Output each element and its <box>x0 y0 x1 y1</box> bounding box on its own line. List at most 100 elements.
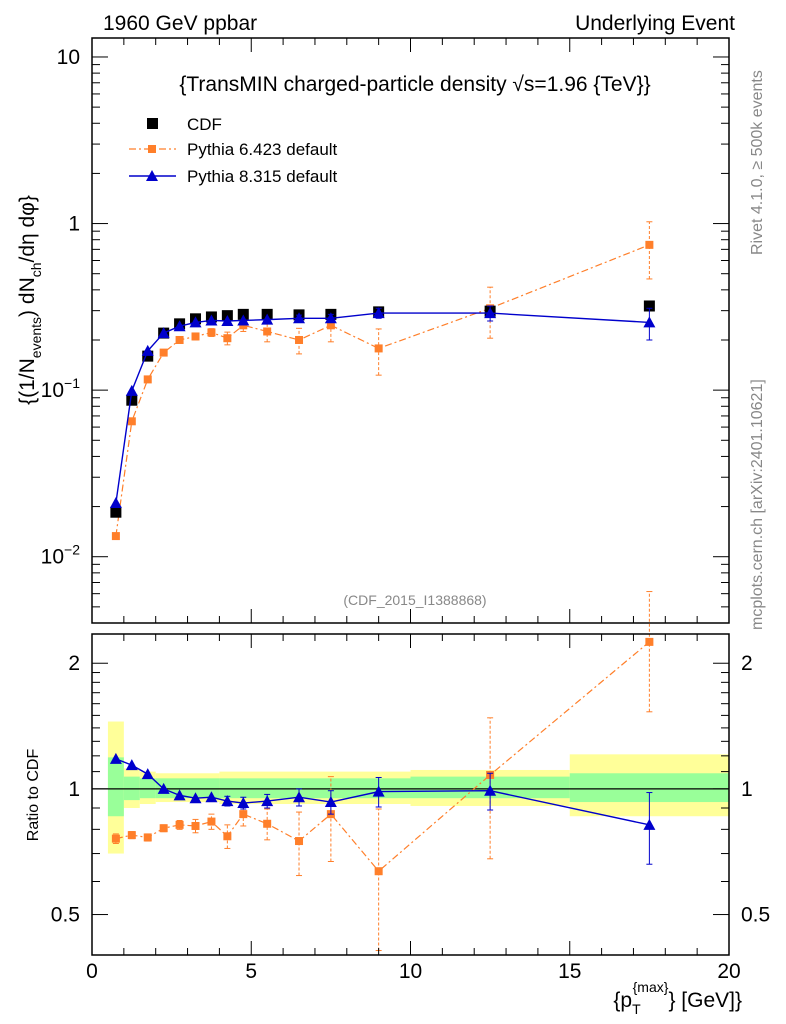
ratio-bands <box>92 721 729 854</box>
ratio-ytick-label-right: 2 <box>741 652 753 675</box>
xtick-label: 0 <box>86 960 98 983</box>
ratio-ytick-label-left: 1 <box>68 778 80 801</box>
ratio-p8-point <box>109 752 122 764</box>
ylabel-sub-events: events <box>28 317 44 358</box>
main-ytick-label: 10−1 <box>41 375 81 402</box>
main-ytick-labels: 10−2 10−1 1 10 <box>41 46 81 569</box>
p8-point <box>261 313 274 325</box>
main-ytick-label: 10 <box>57 46 80 69</box>
ratio-band-inner <box>219 778 411 799</box>
ratio-p8-point <box>643 818 656 830</box>
xlabel-sub-T: T <box>632 1001 641 1017</box>
ylabel-part-2: ) dN <box>16 277 39 317</box>
p8-point <box>293 312 306 324</box>
main-marks <box>109 221 656 541</box>
cdf-point <box>643 300 655 312</box>
ratio-p8-point <box>324 796 337 808</box>
ratio-p6-point <box>207 817 216 826</box>
legend-cdf-marker <box>147 118 158 129</box>
main-ytick-label-base: 10 <box>41 379 64 402</box>
p8-point <box>109 497 122 509</box>
xtick-label: 5 <box>245 960 257 983</box>
main-ytick-label: 1 <box>68 213 80 236</box>
main-ylabel: {(1/Nevents) dNch/dη dφ} <box>16 195 44 405</box>
p6-line <box>115 244 650 537</box>
xtick-labels: 0 5 10 15 20 <box>86 960 741 983</box>
p6-point <box>223 334 232 343</box>
p6-point <box>645 240 654 249</box>
cdf-point <box>110 506 122 518</box>
ratio-p8-point <box>157 782 170 794</box>
ratio-panel: 0.5 0.5 1 1 2 2 0 5 10 15 20 Ratio to CDF {pT {max… <box>25 591 770 1017</box>
main-ytick-label-base: 10 <box>41 546 64 569</box>
mcplots-credit: mcplots.cern.ch [arXiv:2401.10621] <box>749 379 766 630</box>
ylabel-sub-ch: ch <box>28 262 44 277</box>
p6-point <box>374 344 383 353</box>
legend-cdf-label: CDF <box>187 115 222 134</box>
ratio-p6-point <box>159 824 168 833</box>
legend: CDF Pythia 6.423 default Pythia 8.315 de… <box>129 115 338 186</box>
xlabel: {pT {max}} [GeV]} <box>613 979 742 1017</box>
p6-point <box>326 321 335 330</box>
ratio-p8-point <box>205 791 218 803</box>
xtick-label: 15 <box>558 960 581 983</box>
main-ticks <box>91 38 730 624</box>
ratio-p6-point <box>143 833 152 842</box>
ratio-p8-point <box>221 795 234 807</box>
main-ytick-label-base: 1 <box>68 213 80 236</box>
p8-point <box>173 320 186 332</box>
p6-point <box>159 348 168 357</box>
legend-p8-label: Pythia 8.315 default <box>187 167 338 186</box>
legend-p6-marker <box>148 145 156 153</box>
ratio-p6-point <box>645 637 654 646</box>
ratio-p6-point <box>127 831 136 840</box>
analysis-watermark: (CDF_2015_I1388868) <box>343 592 486 608</box>
xlabel-part-p: {p <box>613 989 632 1012</box>
ratio-ytick-label-right: 0.5 <box>741 904 770 927</box>
ratio-p6-point <box>175 820 184 829</box>
p6-point <box>191 332 200 341</box>
ratio-p6-point <box>191 821 200 830</box>
ratio-p8-point <box>372 785 385 797</box>
p8-point <box>125 384 138 396</box>
rivet-credit: Rivet 4.1.0, ≥ 500k events <box>749 70 766 255</box>
ratio-marks <box>109 591 656 952</box>
p6-point <box>295 335 304 344</box>
ratio-p6-point <box>223 832 232 841</box>
p6-point <box>143 375 152 384</box>
ratio-p8-point <box>261 795 274 807</box>
xtick-label: 10 <box>399 960 422 983</box>
ratio-band-inner <box>155 778 220 799</box>
cdf-point <box>142 350 154 362</box>
ratio-p8-point <box>125 759 138 771</box>
p8-point <box>205 314 218 326</box>
p8-point <box>189 316 202 328</box>
ratio-band-inner <box>107 757 124 817</box>
p6-point <box>111 532 120 541</box>
ylabel-part-1: {(1/N <box>16 358 39 405</box>
p8-point <box>324 312 337 324</box>
ratio-p8-point <box>484 784 497 796</box>
ratio-p6-point <box>239 810 248 819</box>
p6-point <box>127 417 136 426</box>
p8-point <box>643 316 656 328</box>
ratio-ylabel: Ratio to CDF <box>25 749 42 842</box>
ratio-p6-line <box>115 641 650 873</box>
cdf-point <box>126 394 138 406</box>
ratio-band-inner <box>139 778 156 799</box>
ylabel-part-3: /dη dφ} <box>16 195 39 262</box>
p8-point <box>237 314 250 326</box>
p6-point <box>263 327 272 336</box>
p8-point <box>484 307 497 319</box>
p6-point <box>207 328 216 337</box>
p8-point <box>157 327 170 339</box>
ratio-p6-point <box>295 837 304 846</box>
p8-point <box>372 307 385 319</box>
legend-p6-label: Pythia 6.423 default <box>187 140 338 159</box>
main-ytick-label: 10−2 <box>41 542 81 569</box>
main-ytick-label-base: 10 <box>57 46 80 69</box>
p6-point <box>175 335 184 344</box>
ratio-p8-point <box>293 791 306 803</box>
ratio-ytick-labels: 0.5 0.5 1 1 2 2 <box>51 652 770 926</box>
